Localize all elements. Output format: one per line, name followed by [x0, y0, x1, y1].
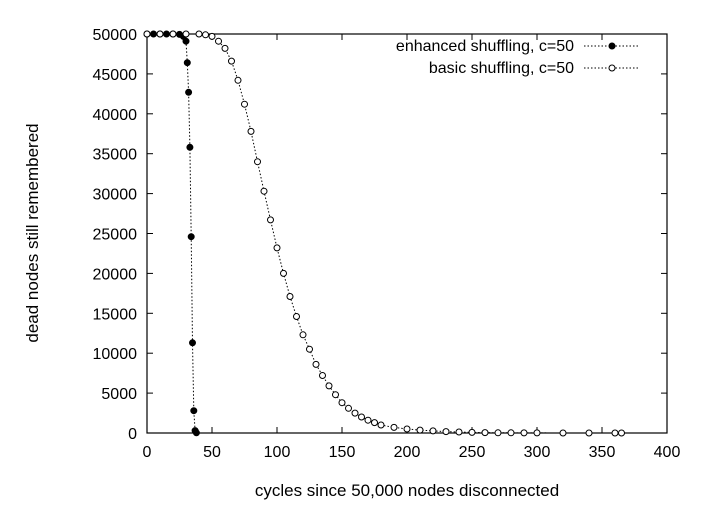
data-point — [286, 293, 294, 300]
series-basic-shuffling — [143, 30, 625, 437]
data-point — [267, 216, 274, 224]
x-tick-label: 150 — [329, 444, 356, 461]
y-tick-label: 35000 — [93, 147, 138, 164]
data-point — [507, 429, 515, 437]
data-point — [202, 31, 209, 39]
y-tick-label: 45000 — [93, 67, 138, 84]
x-tick-label: 400 — [654, 444, 681, 461]
data-point — [156, 30, 164, 38]
data-point — [306, 345, 313, 353]
y-tick-label: 20000 — [93, 266, 138, 283]
data-point — [559, 429, 567, 437]
data-point — [325, 382, 333, 390]
data-point — [403, 425, 411, 433]
data-point — [186, 143, 194, 151]
data-point — [241, 100, 248, 108]
x-tick-label: 50 — [203, 444, 221, 461]
y-tick-label: 30000 — [93, 187, 138, 204]
legend-label: basic shuffling, c=50 — [429, 60, 574, 77]
data-point — [585, 429, 593, 437]
x-axis-label: cycles since 50,000 nodes disconnected — [255, 481, 559, 500]
x-tick-label: 350 — [589, 444, 616, 461]
data-point — [280, 269, 287, 277]
data-point — [192, 429, 200, 437]
plot-area — [143, 30, 668, 437]
data-point — [187, 233, 195, 241]
data-point — [319, 372, 326, 379]
data-point — [332, 391, 339, 399]
data-point — [143, 30, 151, 38]
data-point — [468, 428, 476, 436]
x-tick-label: 250 — [459, 444, 486, 461]
legend: enhanced shuffling, c=50 basic shuffling,… — [396, 38, 640, 77]
data-point — [377, 421, 385, 429]
x-tick-label: 100 — [264, 444, 291, 461]
y-tick-label: 5000 — [101, 386, 137, 403]
data-point — [520, 429, 528, 437]
data-point — [195, 30, 203, 38]
data-point — [182, 37, 190, 45]
data-point — [190, 407, 198, 415]
y-tick-label: 50000 — [93, 27, 138, 44]
data-point — [234, 76, 242, 84]
data-point — [611, 429, 619, 437]
data-point — [208, 32, 216, 40]
data-point — [312, 360, 320, 368]
legend-marker — [608, 42, 616, 50]
data-point — [455, 428, 463, 436]
legend-label: enhanced shuffling, c=50 — [396, 38, 574, 55]
y-tick-label: 40000 — [93, 107, 138, 124]
data-point — [228, 57, 235, 65]
data-point — [364, 416, 372, 424]
data-point — [481, 429, 489, 437]
data-point — [345, 404, 352, 412]
y-tick-label: 0 — [128, 426, 137, 443]
data-point — [215, 37, 222, 45]
data-point — [338, 399, 346, 407]
data-point — [299, 331, 307, 339]
data-point — [189, 339, 196, 347]
data-point — [169, 30, 177, 38]
series-line — [147, 33, 197, 434]
tick-labels: 0 50 100 150 200 250 300 350 400 0 5000 10000 15000 2… — [93, 27, 681, 461]
data-point — [293, 313, 300, 320]
x-tick-label: 300 — [524, 444, 551, 461]
data-point — [182, 30, 190, 38]
data-point — [533, 429, 541, 437]
x-tick-label: 0 — [143, 444, 152, 461]
data-point — [254, 158, 261, 166]
data-point — [371, 419, 378, 427]
data-point — [416, 426, 424, 434]
data-point — [260, 187, 268, 195]
data-point — [442, 428, 450, 436]
data-point — [429, 427, 437, 435]
y-tick-label: 15000 — [93, 306, 138, 323]
x-tick-label: 200 — [394, 444, 421, 461]
data-point — [183, 59, 191, 67]
data-point — [351, 409, 359, 417]
data-point — [185, 88, 193, 96]
data-point — [247, 127, 255, 135]
y-axis-label: dead nodes still remembered — [23, 123, 42, 342]
y-tick-label: 25000 — [93, 227, 138, 244]
data-point — [358, 413, 365, 421]
y-tick-label: 10000 — [93, 346, 138, 363]
data-point — [221, 44, 229, 52]
legend-marker — [608, 64, 616, 72]
data-point — [494, 429, 502, 437]
data-point — [273, 244, 281, 252]
data-point — [618, 429, 625, 437]
data-point — [390, 423, 398, 431]
series-group — [143, 30, 625, 437]
